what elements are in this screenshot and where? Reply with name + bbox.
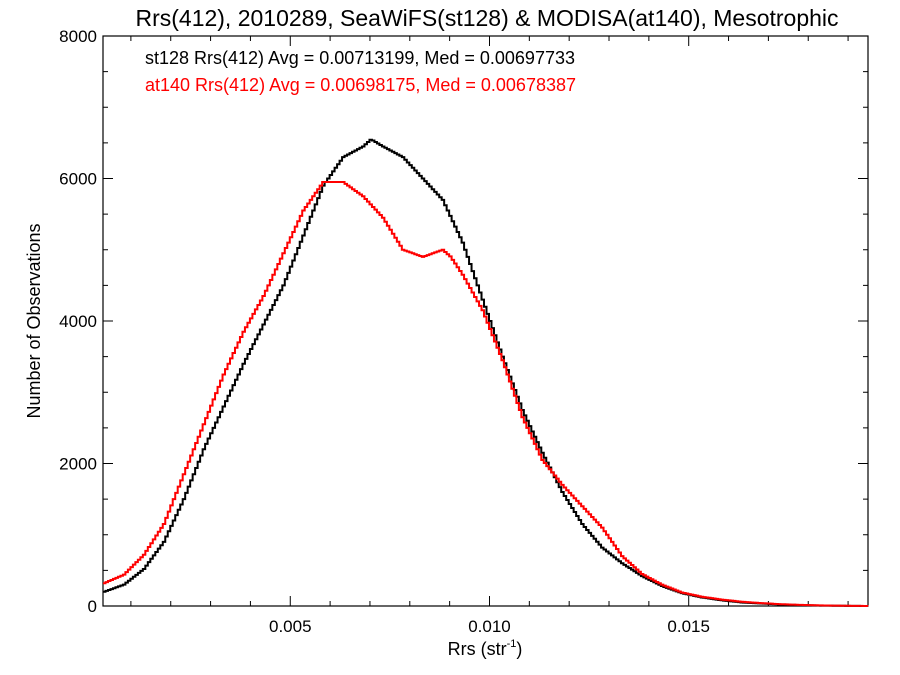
y-tick-label: 8000 xyxy=(59,27,97,46)
legend-entry-st128: st128 Rrs(412) Avg = 0.00713199, Med = 0… xyxy=(145,48,575,68)
x-tick-label: 0.005 xyxy=(269,617,312,636)
x-axis-label-superscript: -1 xyxy=(507,638,517,650)
chart-title: Rrs(412), 2010289, SeaWiFS(st128) & MODI… xyxy=(135,5,838,31)
x-axis-label: Rrs (str-1) xyxy=(448,638,523,659)
y-tick-label: 6000 xyxy=(59,170,97,189)
x-tick-label: 0.015 xyxy=(667,617,710,636)
y-tick-label: 4000 xyxy=(59,312,97,331)
x-tick-label: 0.010 xyxy=(468,617,511,636)
legend-entry-at140: at140 Rrs(412) Avg = 0.00698175, Med = 0… xyxy=(145,75,576,95)
series-lines xyxy=(103,138,869,607)
y-axis-label: Number of Observations xyxy=(24,223,44,418)
series-line-1 xyxy=(103,181,869,607)
series-line-0 xyxy=(103,138,869,607)
x-axis-label-main: Rrs (str xyxy=(448,639,507,659)
y-tick-label: 2000 xyxy=(59,455,97,474)
axis-ticks: 0.005 0.010 0.015 0 2000 4000 6000 8000 xyxy=(59,27,868,636)
y-tick-label: 0 xyxy=(88,597,97,616)
x-axis-label-end: ) xyxy=(516,639,522,659)
